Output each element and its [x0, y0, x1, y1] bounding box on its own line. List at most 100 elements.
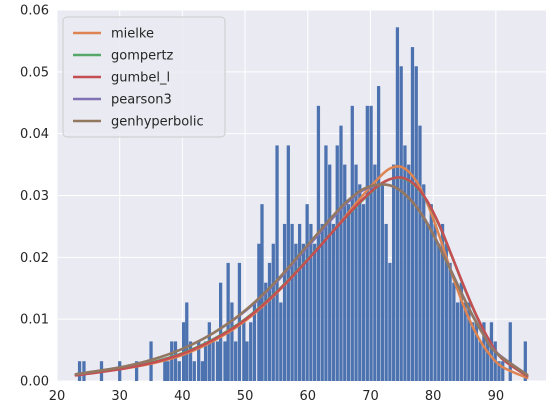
histogram-bar: [297, 223, 302, 381]
histogram-bar: [286, 145, 290, 381]
y-tick-label: 0.00: [20, 375, 49, 390]
histogram-bar: [410, 47, 415, 381]
histogram-bar: [467, 302, 471, 381]
series-line-genhyperbolic: [74, 183, 529, 377]
histogram-bar: [320, 223, 324, 381]
histogram-bar: [257, 243, 261, 381]
x-axis-ticks: 20 30 40 50 60 70 80 90: [49, 389, 504, 404]
histogram-bar: [471, 322, 475, 381]
x-tick-label: 40: [174, 389, 191, 404]
legend-label-mielke: mielke: [111, 27, 154, 42]
histogram-bar: [279, 302, 283, 381]
histogram-bar: [267, 262, 272, 381]
y-tick-label: 0.05: [20, 65, 49, 80]
histogram-bar: [365, 105, 369, 381]
histogram-bar: [134, 361, 139, 381]
x-tick-label: 30: [111, 389, 128, 404]
histogram-bar: [369, 105, 373, 381]
histogram-bar: [486, 341, 490, 381]
histogram-bar: [290, 223, 294, 381]
histogram-bar: [271, 243, 275, 381]
histogram-bar: [376, 86, 381, 382]
histogram-bar: [459, 282, 463, 381]
histogram-bar: [282, 223, 287, 381]
histogram-bar: [448, 262, 452, 381]
y-tick-label: 0.03: [20, 189, 49, 204]
y-tick-label: 0.01: [20, 313, 49, 328]
histogram-bar: [234, 341, 238, 381]
histogram-bar: [305, 204, 309, 381]
histogram-bar: [482, 322, 486, 381]
histogram-bar: [508, 322, 512, 381]
histogram-bar: [489, 322, 494, 381]
legend-label-pearson3: pearson3: [111, 93, 172, 108]
histogram-bar: [384, 223, 388, 381]
fit-curves: [74, 165, 529, 380]
y-tick-label: 0.06: [20, 4, 49, 19]
histogram-bar: [346, 204, 351, 381]
x-tick-label: 60: [299, 389, 316, 404]
x-tick-label: 90: [488, 389, 505, 404]
histogram-bar: [188, 341, 193, 381]
histogram-bar: [170, 341, 174, 381]
histogram-bar: [177, 361, 181, 381]
histogram-bar: [245, 341, 249, 381]
histogram-bar: [339, 125, 343, 382]
histogram-bar: [422, 184, 426, 381]
histogram-bar: [403, 145, 407, 381]
histogram-bar: [260, 204, 264, 381]
histogram-bar: [395, 27, 400, 382]
histogram-bar: [275, 145, 279, 381]
x-tick-label: 70: [362, 389, 379, 404]
histogram-bar: [455, 302, 460, 381]
x-tick-label: 50: [237, 389, 254, 404]
histogram-bar: [497, 361, 501, 381]
histogram-bar: [474, 322, 479, 381]
histogram-bar: [118, 361, 122, 381]
legend-label-gumbel_l: gumbel_l: [111, 71, 170, 86]
y-tick-label: 0.04: [20, 127, 49, 142]
histogram-bar: [77, 361, 82, 381]
histogram-bar: [309, 223, 313, 381]
histogram-bar: [452, 282, 456, 381]
histogram-bar: [373, 164, 377, 381]
histogram-bar: [252, 302, 257, 381]
histogram-bar: [478, 341, 482, 381]
histogram-bar: [429, 204, 433, 381]
histogram-bar: [223, 341, 227, 381]
histogram-bar: [197, 341, 201, 381]
histogram-bar: [444, 243, 448, 381]
histogram-bar: [324, 145, 328, 381]
histogram-bar: [166, 361, 170, 381]
histogram-bar: [501, 361, 505, 381]
histogram-bar: [425, 223, 430, 381]
series-line-gumbel_l: [74, 176, 529, 378]
histogram-bar: [433, 223, 437, 381]
histogram-bar: [192, 361, 196, 381]
histogram-bar: [200, 361, 205, 381]
legend: mielke gompertz gumbel_l pearson3 genhyperbo…: [62, 16, 226, 138]
x-tick-label: 20: [49, 389, 66, 404]
histogram-bar: [350, 105, 354, 381]
histogram-bar: [463, 302, 467, 381]
histogram-bar: [316, 105, 321, 381]
histogram-bar: [215, 341, 220, 381]
legend-box: [62, 16, 226, 138]
histogram-bar: [173, 341, 178, 381]
histogram-bar: [301, 243, 306, 381]
histogram-bar: [230, 302, 234, 381]
histogram-bar: [249, 322, 253, 381]
histogram-bar: [207, 322, 211, 381]
histogram-bar: [82, 361, 86, 381]
histogram-bar: [218, 282, 223, 381]
histogram-bar: [294, 243, 298, 381]
histogram-bar: [388, 262, 392, 381]
histogram-bar: [328, 164, 332, 381]
histogram-bar: [264, 282, 268, 381]
histogram-bar: [163, 361, 167, 381]
histogram-bar: [358, 184, 362, 381]
histogram-bar: [242, 322, 246, 381]
histogram-bar: [414, 66, 418, 381]
histogram-bar: [418, 125, 422, 382]
histogram-bar: [313, 243, 317, 381]
